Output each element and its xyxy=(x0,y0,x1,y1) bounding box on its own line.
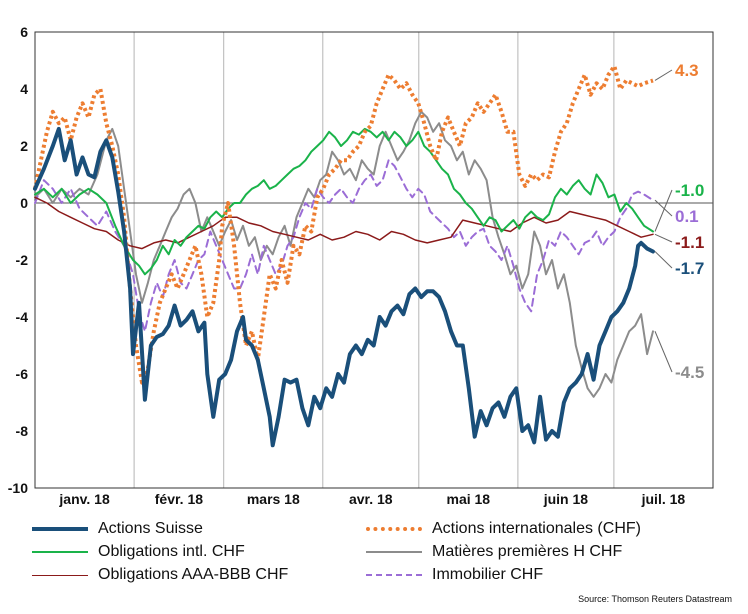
legend-swatch xyxy=(366,527,422,531)
x-tick-label: avr. 18 xyxy=(349,491,393,507)
legend: Actions Suisse Actions internationales (… xyxy=(0,512,748,592)
series-line-mati-res-premi-res-h-chf xyxy=(34,110,654,398)
end-label-leader xyxy=(654,233,673,243)
x-tick-label: juil. 18 xyxy=(641,491,686,507)
y-tick-label: -10 xyxy=(8,480,28,496)
y-tick-label: -6 xyxy=(16,366,29,382)
vertical-gridlines xyxy=(133,32,615,488)
legend-swatch xyxy=(366,574,422,576)
x-axis-ticks: janv. 18 févr. 18 mars 18 avr. 18 mai 18 juin… xyxy=(58,491,685,507)
y-tick-label: -4 xyxy=(16,309,29,325)
legend-swatch xyxy=(32,574,88,576)
end-label-leader xyxy=(654,199,673,217)
end-label: -4.5 xyxy=(675,363,704,382)
end-label: -1.7 xyxy=(675,259,704,278)
legend-swatch xyxy=(32,527,88,531)
y-tick-label: 0 xyxy=(20,195,28,211)
y-tick-label: -2 xyxy=(16,252,29,268)
y-tick-label: 2 xyxy=(20,138,28,154)
legend-item-obligations-intl: Obligations intl. CHF xyxy=(32,541,245,563)
x-tick-label: janv. 18 xyxy=(58,491,110,507)
legend-swatch xyxy=(32,551,88,553)
series-line-immobilier-chf xyxy=(34,159,654,333)
end-label-leader xyxy=(654,69,673,81)
line-chart: 6 4 2 0 -2 -4 -6 -8 -10 janv. 18 févr. 18 mars 18 a… xyxy=(8,24,714,507)
y-axis-ticks: 6 4 2 0 -2 -4 -6 -8 -10 xyxy=(8,24,28,496)
series-line-obligations-aaa-bbb-chf xyxy=(34,196,654,250)
source-note: Source: Thomson Reuters Datastream xyxy=(578,594,732,604)
end-label: 0.1 xyxy=(675,207,699,226)
legend-label: Immobilier CHF xyxy=(432,566,544,583)
legend-item-obligations-aaa-bbb: Obligations AAA-BBB CHF xyxy=(32,564,288,586)
legend-item-actions-internationales: Actions internationales (CHF) xyxy=(366,518,641,540)
legend-swatch xyxy=(366,551,422,553)
plot-area-frame xyxy=(34,31,714,489)
series-line-obligations-intl-chf xyxy=(34,127,654,276)
y-tick-label: 6 xyxy=(20,24,28,40)
legend-label: Obligations intl. CHF xyxy=(98,543,245,560)
y-tick-label: -8 xyxy=(16,423,29,439)
end-label-leader xyxy=(654,251,673,269)
legend-item-actions-suisse: Actions Suisse xyxy=(32,518,203,540)
series-layer xyxy=(33,64,655,448)
legend-label: Actions internationales (CHF) xyxy=(432,520,641,537)
legend-item-matieres-premieres: Matières premières H CHF xyxy=(366,541,622,563)
end-label: -1.0 xyxy=(675,181,704,200)
series-line-actions-suisse xyxy=(33,126,655,448)
legend-label: Obligations AAA-BBB CHF xyxy=(98,566,289,583)
x-tick-label: févr. 18 xyxy=(155,491,203,507)
end-label-leader xyxy=(654,331,673,373)
legend-label: Matières premières H CHF xyxy=(432,543,623,560)
x-tick-label: juin 18 xyxy=(543,491,589,507)
x-tick-label: mars 18 xyxy=(247,491,300,507)
legend-label: Actions Suisse xyxy=(98,520,203,537)
y-tick-label: 4 xyxy=(20,81,28,97)
end-labels: -1.7 4.3 -1.0 -4.5 -1.1 0.1 xyxy=(654,61,704,382)
legend-item-immobilier: Immobilier CHF xyxy=(366,564,543,586)
end-label: 4.3 xyxy=(675,61,699,80)
end-label: -1.1 xyxy=(675,233,704,252)
x-tick-label: mai 18 xyxy=(447,491,491,507)
end-label-leader xyxy=(654,189,673,232)
series-line-actions-internationales-chf xyxy=(33,64,654,385)
